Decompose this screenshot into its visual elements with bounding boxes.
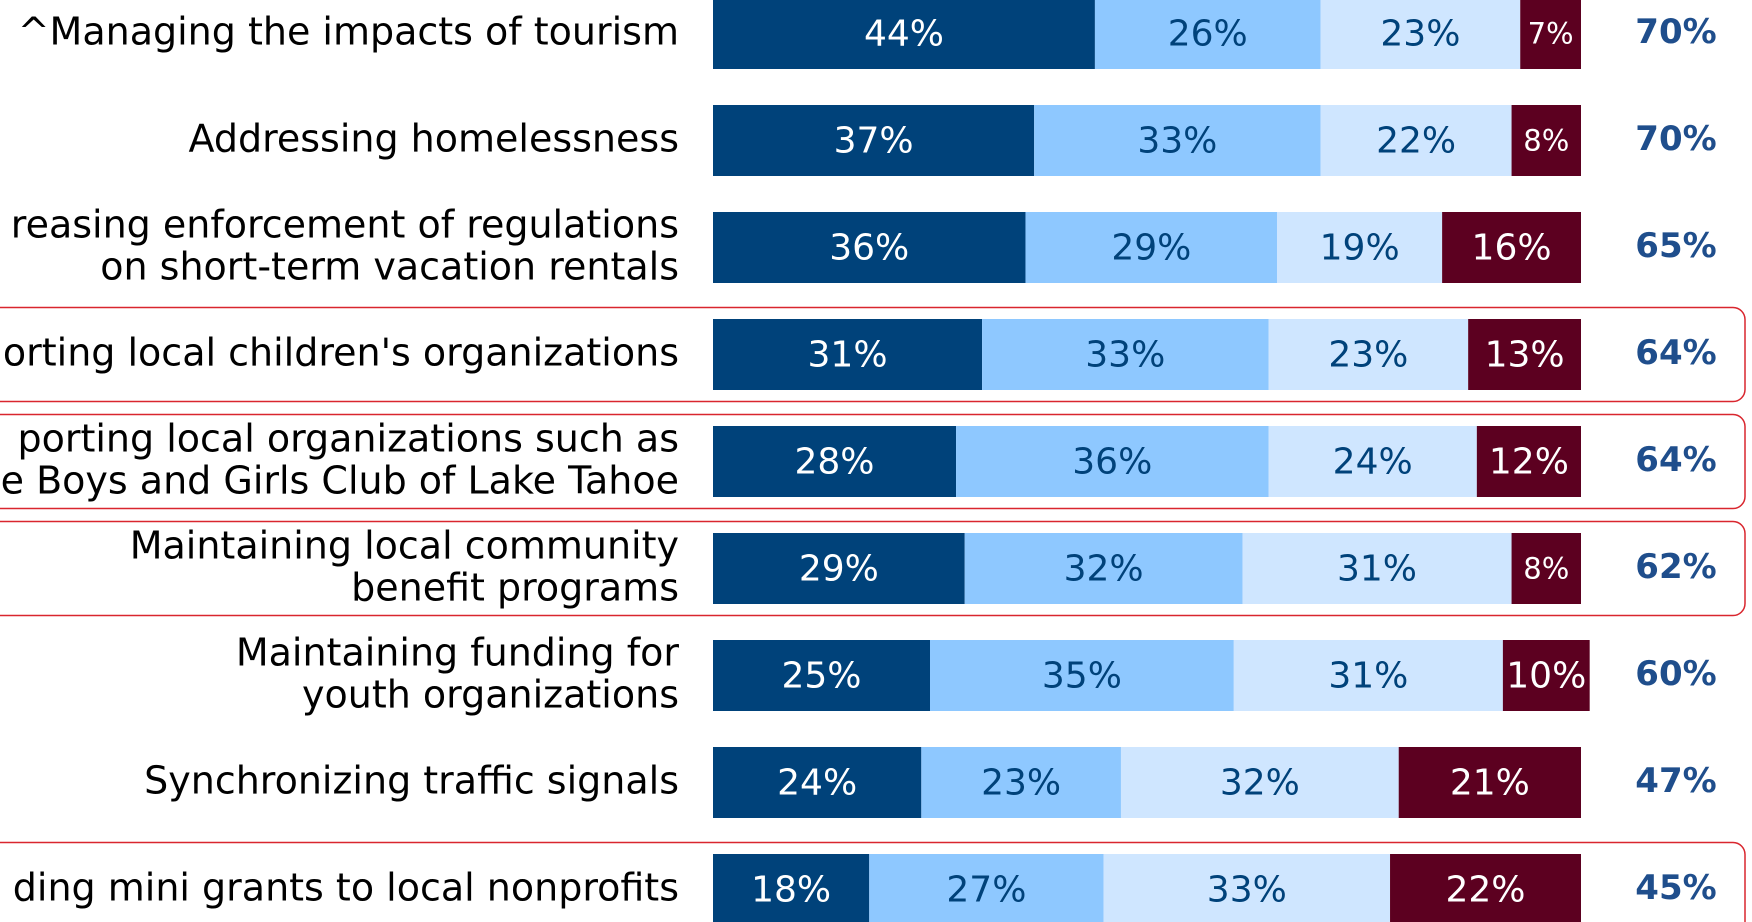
value-label: 23% xyxy=(1328,335,1408,376)
category-label: Synchronizing traffic signals xyxy=(144,758,679,802)
total-label: 60% xyxy=(1635,654,1716,694)
bar-segment xyxy=(713,105,1035,176)
bar-segment xyxy=(713,426,957,497)
value-label: 28% xyxy=(795,442,875,483)
value-label: 7% xyxy=(1528,17,1574,51)
bar-segment xyxy=(1320,105,1512,176)
bar-segment xyxy=(713,640,930,711)
bar-segment xyxy=(1233,640,1503,711)
value-label: 10% xyxy=(1506,656,1586,697)
bar-segment xyxy=(921,747,1121,818)
value-label: 31% xyxy=(1328,656,1408,697)
total-label: 64% xyxy=(1635,440,1716,480)
value-label: 33% xyxy=(1085,335,1165,376)
value-label: 37% xyxy=(834,121,914,162)
value-label: 24% xyxy=(1333,442,1413,483)
value-label: 23% xyxy=(1380,14,1460,55)
value-label: 29% xyxy=(799,549,879,590)
bar-segment xyxy=(1442,212,1581,283)
highlight-box xyxy=(0,413,1746,510)
bar-segment xyxy=(1034,105,1321,176)
total-label: 47% xyxy=(1635,761,1716,801)
value-label: 36% xyxy=(1072,442,1152,483)
value-label: 8% xyxy=(1523,552,1569,586)
total-label: 45% xyxy=(1635,868,1716,908)
category-label: ^Managing the impacts of tourism xyxy=(18,9,679,53)
bar-segment xyxy=(1390,854,1581,922)
bar-segment xyxy=(1103,854,1391,922)
value-label: 31% xyxy=(1337,549,1417,590)
highlight-box xyxy=(0,306,1746,403)
bar-segment xyxy=(1025,212,1278,283)
bar-segment xyxy=(713,212,1026,283)
bar-segment xyxy=(930,640,1234,711)
value-label: 22% xyxy=(1376,121,1456,162)
total-label: 70% xyxy=(1635,12,1716,52)
value-label: 35% xyxy=(1042,656,1122,697)
bar-segment xyxy=(956,426,1269,497)
value-label: 27% xyxy=(946,870,1026,911)
value-label: 8% xyxy=(1523,124,1569,158)
value-label: 25% xyxy=(781,656,861,697)
bar-segment xyxy=(1242,533,1512,604)
highlight-box xyxy=(0,520,1746,617)
value-label: 24% xyxy=(777,763,857,804)
total-label: 70% xyxy=(1635,119,1716,159)
value-label: 33% xyxy=(1207,870,1287,911)
category-label: Maintaining local community benefit progr… xyxy=(130,523,679,609)
bar-segment xyxy=(1511,105,1581,176)
bar-segment xyxy=(982,319,1269,390)
value-label: 33% xyxy=(1137,121,1217,162)
bar-segment xyxy=(1120,747,1399,818)
bar-segment xyxy=(964,533,1243,604)
bar-segment xyxy=(713,747,922,818)
value-label: 44% xyxy=(864,14,944,55)
category-label: ding mini grants to local nonprofits xyxy=(13,865,679,909)
bar-segment xyxy=(1476,426,1581,497)
value-label: 32% xyxy=(1220,763,1300,804)
value-label: 16% xyxy=(1472,228,1552,269)
category-label: orting local children's organizations xyxy=(3,330,679,374)
bar-segment xyxy=(1520,0,1581,69)
total-label: 64% xyxy=(1635,333,1716,373)
category-label: Addressing homelessness xyxy=(189,116,680,160)
category-label: Maintaining funding for youth organizatio… xyxy=(236,630,680,716)
bar-segment xyxy=(1094,0,1321,69)
bar-segment xyxy=(713,854,870,922)
value-label: 13% xyxy=(1485,335,1565,376)
value-label: 29% xyxy=(1111,228,1191,269)
bar-segment xyxy=(1502,640,1590,711)
value-label: 22% xyxy=(1446,870,1526,911)
bar-segment xyxy=(869,854,1104,922)
total-label: 62% xyxy=(1635,547,1716,587)
value-label: 31% xyxy=(808,335,888,376)
bar-segment xyxy=(1268,426,1477,497)
bar-segment xyxy=(713,319,983,390)
highlight-box xyxy=(0,841,1746,922)
bar-segment xyxy=(1277,212,1443,283)
bar-segment xyxy=(1468,319,1581,390)
bar-segment xyxy=(713,0,1095,69)
value-label: 19% xyxy=(1320,228,1400,269)
value-label: 32% xyxy=(1064,549,1144,590)
value-label: 21% xyxy=(1450,763,1530,804)
value-label: 36% xyxy=(829,228,909,269)
bar-segment xyxy=(713,533,965,604)
category-label: porting local organizations such as e Boy… xyxy=(1,416,679,502)
value-label: 12% xyxy=(1489,442,1569,483)
value-label: 26% xyxy=(1168,14,1248,55)
bar-segment xyxy=(1398,747,1581,818)
value-label: 18% xyxy=(751,870,831,911)
total-label: 65% xyxy=(1635,226,1716,266)
category-label: reasing enforcement of regulations on sho… xyxy=(11,202,679,288)
bar-segment xyxy=(1511,533,1581,604)
value-label: 23% xyxy=(981,763,1061,804)
bar-segment xyxy=(1268,319,1469,390)
bar-segment xyxy=(1320,0,1521,69)
